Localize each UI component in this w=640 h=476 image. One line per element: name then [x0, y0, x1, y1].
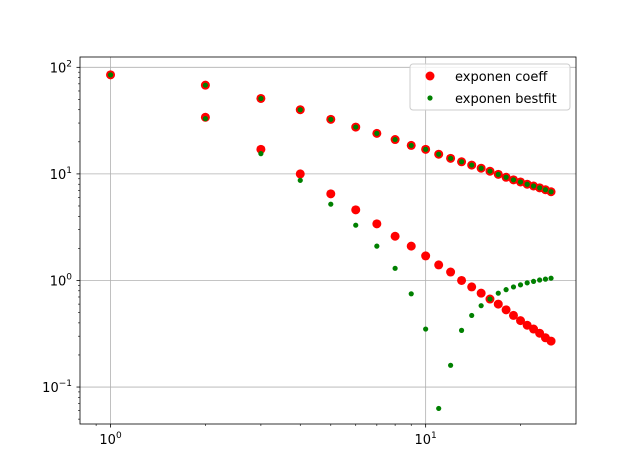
legend-label: exponen bestfit: [455, 92, 557, 107]
legend: exponen coeff exponen bestfit: [409, 63, 571, 111]
bestfit-point: [517, 179, 524, 185]
bestfit-point: [258, 151, 264, 157]
y-tick-label: 102: [50, 59, 72, 76]
bestfit-point: [107, 72, 114, 78]
bestfit-point: [542, 187, 549, 193]
bestfit-point: [530, 278, 537, 285]
y-tick-label: 101: [50, 166, 72, 183]
coeff-point: [256, 144, 266, 154]
coeff-point: [493, 299, 503, 309]
bestfit-point: [503, 287, 509, 293]
coeff-point: [446, 267, 456, 277]
data-points: [106, 70, 556, 412]
bestfit-point: [328, 116, 334, 122]
coeff-point: [372, 219, 382, 229]
bestfit-point: [487, 168, 493, 174]
bestfit-point: [478, 165, 484, 171]
bestfit-point: [510, 177, 517, 183]
bestfit-point: [297, 107, 303, 113]
bestfit-point: [374, 130, 380, 136]
bestfit-point: [495, 171, 501, 177]
bestfit-point: [542, 276, 549, 282]
bestfit-point: [458, 327, 465, 333]
bestfit-point: [297, 177, 303, 183]
coeff-point: [390, 231, 400, 241]
coeff-point: [508, 310, 518, 320]
bestfit-point: [503, 174, 509, 180]
legend-marker: [425, 71, 435, 81]
bestfit-point: [353, 222, 359, 228]
coeff-point: [351, 205, 361, 215]
legend-marker: [427, 95, 433, 101]
y-axis: 10−1 100 101 102: [42, 59, 80, 420]
plot-area-frame: [79, 56, 577, 425]
bestfit-point: [517, 282, 524, 288]
legend-label: exponen coeff: [455, 70, 548, 85]
y-tick-label: 10−1: [42, 379, 72, 396]
x-axis: 100 101: [95, 424, 521, 448]
bestfit-point: [487, 296, 493, 302]
bestfit-point: [495, 290, 501, 296]
bestfit-point: [423, 326, 429, 332]
bestfit-point: [392, 136, 398, 143]
bestfit-point: [392, 265, 398, 271]
bestfit-point: [530, 183, 537, 189]
coeff-point: [516, 316, 526, 326]
bestfit-point: [510, 284, 517, 290]
bestfit-point: [408, 142, 414, 149]
bestfit-point: [548, 189, 554, 195]
bestfit-point: [537, 277, 543, 283]
bestfit-point: [469, 312, 475, 319]
coeff-point: [467, 282, 477, 292]
bestfit-point: [478, 303, 484, 309]
bestfit-point: [408, 291, 414, 297]
bestfit-point: [328, 201, 334, 207]
bestfit-point: [436, 405, 442, 412]
coeff-point: [546, 336, 556, 346]
coeff-point: [326, 189, 336, 199]
x-tick-label: 100: [99, 431, 122, 448]
coeff-point: [434, 260, 444, 270]
bestfit-point: [524, 280, 530, 286]
coeff-point: [295, 169, 305, 179]
bestfit-point: [458, 159, 465, 165]
coeff-point: [421, 251, 431, 261]
coeff-point: [406, 241, 416, 251]
bestfit-point: [423, 146, 429, 152]
bestfit-point: [202, 82, 208, 88]
bestfit-point: [548, 275, 554, 281]
y-tick-label: 100: [50, 272, 73, 289]
bestfit-point: [353, 124, 359, 130]
bestfit-point: [202, 116, 208, 122]
bestfit-point: [524, 181, 530, 187]
x-tick-label: 101: [415, 431, 437, 448]
bestfit-point: [469, 162, 475, 168]
bestfit-point: [537, 185, 543, 191]
bestfit-point: [374, 243, 380, 249]
legend-box: [409, 63, 571, 111]
bestfit-point: [436, 151, 442, 157]
bestfit-point: [448, 362, 454, 368]
bestfit-point: [258, 95, 264, 102]
coeff-point: [501, 305, 511, 315]
bestfit-point: [448, 155, 454, 161]
coeff-point: [476, 288, 486, 298]
coeff-point: [457, 275, 467, 285]
